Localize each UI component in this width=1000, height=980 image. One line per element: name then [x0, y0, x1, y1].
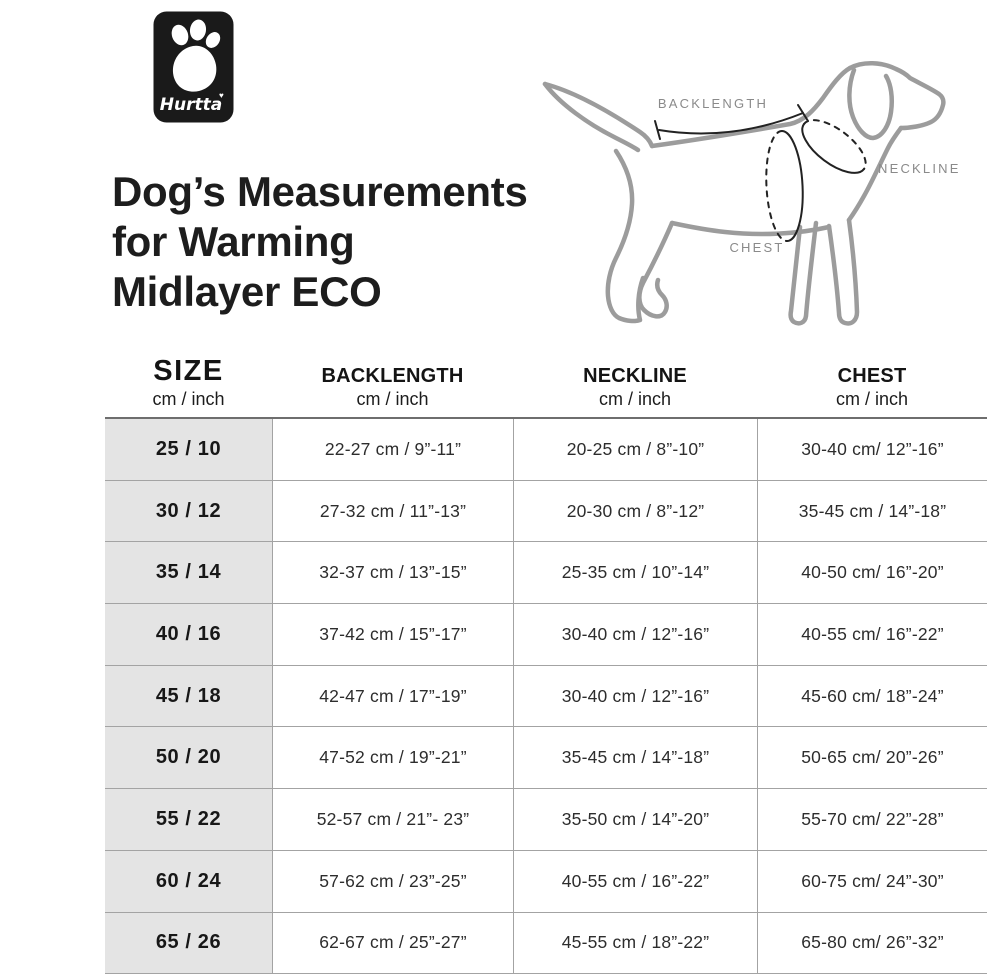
dog-outline — [542, 61, 946, 326]
header-backlength-label: BACKLENGTH — [321, 365, 464, 387]
neckline-cell: 20-25 cm / 8”-10” — [513, 419, 757, 480]
chest-label: CHEST — [729, 240, 784, 255]
header-chest: CHEST cm / inch — [757, 365, 987, 410]
page-title: Dog’s Measurements for Warming Midlayer … — [112, 168, 528, 315]
header-backlength-unit: cm / inch — [356, 389, 429, 409]
size-cell: 30 / 12 — [105, 480, 272, 542]
neckline-cell: 25-35 cm / 10”-14” — [513, 542, 757, 604]
chest-ellipse-back — [765, 129, 788, 242]
backlength-tick-right — [797, 104, 809, 122]
chest-cell: 60-75 cm/ 24”-30” — [757, 850, 987, 912]
header-neckline: NECKLINE cm / inch — [513, 365, 757, 410]
paw-logo-icon: Hurtta ♥ — [153, 11, 234, 123]
header-size-unit: cm / inch — [152, 389, 225, 409]
hurtta-logo: Hurtta ♥ — [153, 11, 234, 123]
chest-cell: 50-65 cm/ 20”-26” — [757, 727, 987, 789]
neckline-ellipse-back — [803, 119, 867, 170]
header-neckline-label: NECKLINE — [583, 365, 687, 387]
table-row: 60 / 24 57-62 cm / 23”-25” 40-55 cm / 16… — [105, 850, 987, 913]
size-cell: 60 / 24 — [105, 850, 272, 912]
header-neckline-unit: cm / inch — [598, 389, 672, 409]
size-cell: 35 / 14 — [105, 542, 272, 604]
chest-cell: 40-50 cm/ 16”-20” — [757, 542, 987, 604]
backlength-cell: 37-42 cm / 15”-17” — [272, 604, 513, 665]
neckline-cell: 30-40 cm / 12”-16” — [513, 604, 757, 665]
neckline-label: NECKLINE — [878, 161, 961, 176]
header-backlength: BACKLENGTH cm / inch — [272, 365, 513, 410]
backlength-cell: 32-37 cm / 13”-15” — [272, 542, 513, 604]
backlength-measure-line — [658, 112, 804, 135]
size-cell: 50 / 20 — [105, 727, 272, 789]
table-row: 50 / 20 47-52 cm / 19”-21” 35-45 cm / 14… — [105, 727, 987, 790]
chest-cell: 35-45 cm / 14”-18” — [757, 480, 987, 542]
table-row: 65 / 26 62-67 cm / 25”-27” 45-55 cm / 18… — [105, 912, 987, 975]
chest-cell: 30-40 cm/ 12”-16” — [757, 419, 987, 480]
table-row: 30 / 12 27-32 cm / 11”-13” 20-30 cm / 8”… — [105, 480, 987, 543]
backlength-tick-left — [654, 120, 661, 140]
logo-wordmark: Hurtta — [160, 95, 222, 115]
chest-cell: 65-80 cm/ 26”-32” — [757, 912, 987, 974]
size-cell: 45 / 18 — [105, 665, 272, 727]
backlength-cell: 57-62 cm / 23”-25” — [272, 850, 513, 912]
backlength-cell: 27-32 cm / 11”-13” — [272, 480, 513, 542]
header-chest-unit: cm / inch — [835, 389, 909, 409]
header-size: SIZE cm / inch — [105, 355, 272, 410]
paw-icon — [171, 19, 221, 92]
header-chest-label: CHEST — [837, 365, 907, 387]
neckline-cell: 35-50 cm / 14”-20” — [513, 789, 757, 850]
backlength-cell: 62-67 cm / 25”-27” — [272, 912, 513, 974]
table-header-row: SIZE cm / inch BACKLENGTH cm / inch NECK… — [105, 354, 987, 417]
neckline-cell: 20-30 cm / 8”-12” — [513, 480, 757, 542]
chest-cell: 55-70 cm/ 22”-28” — [757, 789, 987, 850]
table-row: 45 / 18 42-47 cm / 17”-19” 30-40 cm / 12… — [105, 665, 987, 728]
neckline-cell: 35-45 cm / 14”-18” — [513, 727, 757, 789]
backlength-cell: 22-27 cm / 9”-11” — [272, 419, 513, 480]
table-body: 25 / 10 22-27 cm / 9”-11” 20-25 cm / 8”-… — [105, 417, 987, 975]
neckline-cell: 45-55 cm / 18”-22” — [513, 912, 757, 974]
table-row: 35 / 14 32-37 cm / 13”-15” 25-35 cm / 10… — [105, 542, 987, 605]
neckline-cell: 40-55 cm / 16”-22” — [513, 850, 757, 912]
size-cell: 55 / 22 — [105, 789, 272, 850]
size-cell: 65 / 26 — [105, 912, 272, 974]
table-row: 40 / 16 37-42 cm / 15”-17” 30-40 cm / 12… — [105, 604, 987, 666]
header-size-label: SIZE — [153, 355, 224, 387]
size-table: SIZE cm / inch BACKLENGTH cm / inch NECK… — [105, 354, 987, 975]
backlength-cell: 52-57 cm / 21”- 23” — [272, 789, 513, 850]
dog-measurement-diagram: BACKLENGTH NECKLINE CHEST — [520, 20, 990, 350]
neckline-ellipse-front — [801, 123, 865, 174]
chest-ellipse-front — [781, 130, 804, 243]
table-row: 25 / 10 22-27 cm / 9”-11” 20-25 cm / 8”-… — [105, 419, 987, 481]
neckline-cell: 30-40 cm / 12”-16” — [513, 665, 757, 727]
chest-cell: 45-60 cm/ 18”-24” — [757, 665, 987, 727]
backlength-cell: 47-52 cm / 19”-21” — [272, 727, 513, 789]
size-cell: 25 / 10 — [105, 419, 272, 480]
backlength-cell: 42-47 cm / 17”-19” — [272, 665, 513, 727]
size-cell: 40 / 16 — [105, 604, 272, 665]
chest-cell: 40-55 cm/ 16”-22” — [757, 604, 987, 665]
backlength-label: BACKLENGTH — [658, 96, 768, 111]
logo-heart-icon: ♥ — [219, 91, 224, 100]
table-row: 55 / 22 52-57 cm / 21”- 23” 35-50 cm / 1… — [105, 789, 987, 851]
